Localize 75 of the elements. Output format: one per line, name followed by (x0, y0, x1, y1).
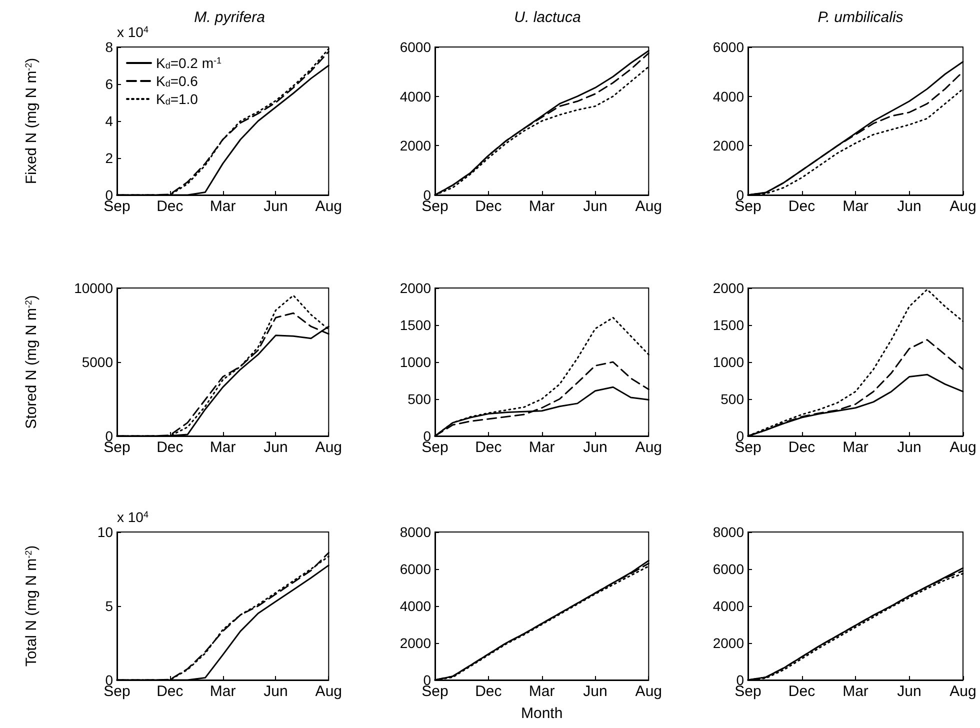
y-tick-label: 2000 (400, 138, 432, 154)
x-tick-label: Dec (788, 198, 816, 215)
x-tick-label: Jun (897, 439, 922, 456)
x-tick-label: Mar (210, 439, 236, 456)
y-tick-label: 8 (105, 39, 114, 55)
y-tick-label: 4 (105, 113, 114, 129)
y-tick-label: 500 (720, 391, 744, 407)
x-tick-label: Mar (528, 439, 555, 456)
x-tick-label: Jun (897, 683, 922, 700)
x-tick-label: Aug (950, 683, 976, 700)
y-tick-label: 1000 (400, 354, 432, 370)
x-tick-label: Aug (635, 439, 662, 456)
x-tick-label: Dec (475, 198, 502, 215)
y-tick-label: 8000 (712, 524, 744, 540)
y-axis-title: Stored N (mg N m-2) (23, 295, 40, 429)
x-axis-title: Month (520, 705, 563, 722)
x-tick-label: Jun (583, 683, 608, 700)
y-tick-label: 1500 (712, 317, 744, 333)
chart-title: U. lactuca (514, 9, 581, 26)
y-tick-label: 5000 (82, 354, 114, 370)
y-tick-label: 2000 (400, 280, 432, 296)
x-tick-label: Aug (315, 683, 342, 700)
x-tick-label: Aug (315, 198, 342, 215)
x-tick-label: Mar (528, 683, 555, 700)
y-tick-label: 6000 (400, 39, 432, 55)
x-tick-label: Mar (842, 439, 868, 456)
y-tick-label: 6000 (712, 561, 744, 577)
x-tick-label: Dec (788, 683, 816, 700)
x-tick-label: Aug (950, 439, 976, 456)
x-tick-label: Jun (583, 198, 608, 215)
chart-title: M. pyrifera (194, 9, 265, 26)
y-axis-title: Fixed N (mg N m-2) (23, 58, 40, 184)
x-tick-label: Mar (210, 198, 236, 215)
x-tick-label: Dec (156, 683, 184, 700)
x-tick-label: Aug (950, 198, 976, 215)
y-tick-label: 2000 (712, 138, 744, 154)
x-tick-label: Dec (156, 439, 184, 456)
y-tick-label: 4000 (712, 598, 744, 614)
x-tick-label: Aug (315, 439, 342, 456)
y-tick-label: 1000 (712, 354, 744, 370)
x-tick-label: Jun (583, 439, 608, 456)
y-tick-label: 6000 (400, 561, 432, 577)
y-tick-label: 2 (105, 150, 114, 166)
y-axis-title: Total N (mg N m-2) (23, 545, 40, 667)
y-tick-label: 2000 (400, 635, 432, 651)
x-tick-label: Mar (842, 683, 868, 700)
x-tick-label: Jun (264, 198, 288, 215)
y-tick-label: 2000 (712, 280, 744, 296)
chart-title: P. umbilicalis (818, 9, 904, 26)
x-tick-label: Jun (264, 683, 288, 700)
x-tick-label: Aug (635, 683, 662, 700)
y-tick-label: 1500 (400, 317, 432, 333)
y-tick-label: 500 (408, 391, 432, 407)
x-tick-label: Dec (475, 683, 502, 700)
x-tick-label: Dec (788, 439, 816, 456)
y-tick-label: 5 (105, 598, 114, 614)
y-tick-label: 10 (97, 524, 114, 540)
y-tick-label: 6 (105, 76, 114, 92)
x-tick-label: Jun (264, 439, 288, 456)
x-tick-label: Aug (635, 198, 662, 215)
x-tick-label: Jun (897, 198, 922, 215)
y-tick-label: 4000 (400, 88, 432, 104)
x-tick-label: Dec (475, 439, 502, 456)
x-tick-label: Mar (210, 683, 236, 700)
legend-label: Kd=1.0 (156, 91, 198, 107)
x-tick-label: Mar (528, 198, 555, 215)
y-tick-label: 4000 (712, 88, 744, 104)
y-tick-label: 8000 (400, 524, 432, 540)
legend-label: Kd=0.6 (156, 73, 198, 89)
x-tick-label: Mar (842, 198, 868, 215)
y-tick-label: 4000 (400, 598, 432, 614)
x-tick-label: Dec (156, 198, 184, 215)
y-tick-label: 6000 (712, 39, 744, 55)
y-tick-label: 10000 (74, 280, 114, 296)
y-tick-label: 2000 (712, 635, 744, 651)
